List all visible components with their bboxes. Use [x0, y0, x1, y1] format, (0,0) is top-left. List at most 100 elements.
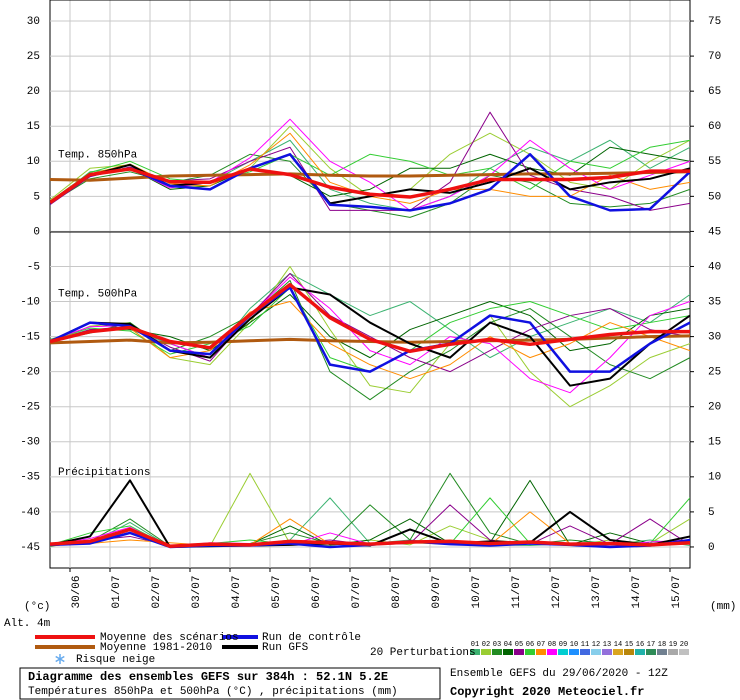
x-tick-label: 07/07: [351, 575, 363, 608]
y2-tick-label: 10: [708, 472, 721, 484]
x-tick-label: 30/06: [71, 575, 83, 608]
mean-line: [50, 282, 690, 354]
legend-gfs: Run GFS: [262, 642, 309, 654]
perturbations-label: 20 Perturbations: [370, 647, 476, 659]
legend-snow: Risque neige: [76, 654, 155, 666]
member-swatch: [635, 649, 645, 655]
member-label: 17: [647, 641, 655, 649]
title: Diagramme des ensembles GEFS sur 384h : …: [28, 670, 388, 684]
y2-tick-label: 15: [708, 437, 721, 449]
x-tick-label: 03/07: [191, 575, 203, 608]
panel-label: Temp. 850hPa: [58, 150, 138, 162]
member-label: 15: [625, 641, 633, 649]
member-swatch: [547, 649, 557, 655]
member-swatch: [657, 649, 667, 655]
x-tick-label: 02/07: [151, 575, 163, 608]
y-tick-label: 15: [27, 121, 40, 133]
member-swatch: [481, 649, 491, 655]
member-label: 03: [493, 641, 501, 649]
x-tick-label: 01/07: [111, 575, 123, 608]
member-label: 06: [526, 641, 534, 649]
member-label: 07: [537, 641, 545, 649]
member-swatch: [668, 649, 678, 655]
y2-tick-label: 45: [708, 226, 721, 238]
member-label: 10: [570, 641, 578, 649]
x-tick-label: 10/07: [471, 575, 483, 608]
member-swatch: [558, 649, 568, 655]
member-label: 01: [471, 641, 479, 649]
run-info: Ensemble GEFS du 29/06/2020 - 12Z: [450, 668, 668, 680]
y-tick-label: -15: [20, 331, 40, 343]
perturbation-line: [50, 118, 690, 211]
perturbation-line: [50, 272, 690, 359]
member-label: 16: [636, 641, 644, 649]
y2-tick-label: 35: [708, 296, 721, 308]
x-tick-label: 15/07: [671, 575, 683, 608]
y-tick-label: 25: [27, 51, 40, 63]
member-label: 12: [592, 641, 600, 649]
subtitle: Températures 850hPa et 500hPa (°C) , pré…: [28, 686, 398, 698]
perturbation-line: [50, 139, 690, 202]
y2-tick-label: 5: [708, 507, 715, 519]
member-label: 05: [515, 641, 523, 649]
perturbation-line: [50, 146, 690, 203]
x-tick-label: 05/07: [271, 575, 283, 608]
y2-tick-label: 70: [708, 51, 721, 63]
y-tick-label: 30: [27, 16, 40, 28]
member-swatch: [613, 649, 623, 655]
member-label: 02: [482, 641, 490, 649]
y-tick-label: 10: [27, 156, 40, 168]
panel-label: Temp. 500hPa: [58, 288, 138, 300]
y-tick-label: -20: [20, 367, 40, 379]
y2-tick-label: 40: [708, 261, 721, 273]
member-label: 04: [504, 641, 512, 649]
member-label: 13: [603, 641, 611, 649]
mean-line: [50, 527, 690, 549]
y-tick-label: -40: [20, 507, 40, 519]
y-tick-label: -45: [20, 542, 40, 554]
perturbation-line: [50, 294, 690, 359]
member-swatch: [503, 649, 513, 655]
y2-tick-label: 25: [708, 367, 721, 379]
plot-frame: [49, 0, 691, 569]
member-swatch: [646, 649, 656, 655]
member-label: 14: [614, 641, 622, 649]
copyright: Copyright 2020 Meteociel.fr: [450, 685, 644, 699]
member-label: 08: [548, 641, 556, 649]
y2-tick-label: 60: [708, 121, 721, 133]
y-axis-unit: (°c): [24, 601, 50, 613]
snow-icon: [55, 654, 65, 664]
x-tick-label: 13/07: [591, 575, 603, 608]
member-swatch: [569, 649, 579, 655]
x-tick-label: 06/07: [311, 575, 323, 608]
y2-tick-label: 50: [708, 191, 721, 203]
y2-tick-label: 20: [708, 402, 721, 414]
y-tick-label: -10: [20, 296, 40, 308]
member-swatch: [525, 649, 535, 655]
member-swatch: [492, 649, 502, 655]
mean-line: [50, 167, 690, 205]
perturbation-line: [50, 272, 690, 373]
y-tick-label: 5: [33, 191, 40, 203]
y2-tick-label: 0: [708, 542, 715, 554]
y2-tick-label: 55: [708, 156, 721, 168]
control-line: [50, 153, 690, 212]
x-tick-label: 12/07: [551, 575, 563, 608]
x-tick-label: 04/07: [231, 575, 243, 608]
member-label: 11: [581, 641, 589, 649]
member-swatch: [591, 649, 601, 655]
y2-tick-label: 30: [708, 331, 721, 343]
x-tick-label: 11/07: [511, 575, 523, 608]
y-tick-label: -30: [20, 437, 40, 449]
y2-axis-unit: (mm): [710, 601, 736, 613]
legend-mean: Moyenne des scénarios: [100, 632, 239, 644]
panel-label: Précipitations: [58, 467, 150, 479]
member-label: 20: [680, 641, 688, 649]
x-tick-label: 09/07: [431, 575, 443, 608]
y-tick-label: -5: [27, 261, 40, 273]
info-box: [19, 667, 441, 700]
y-tick-label: 0: [33, 226, 40, 238]
altitude: Alt. 4m: [4, 618, 51, 630]
member-swatch: [514, 649, 524, 655]
